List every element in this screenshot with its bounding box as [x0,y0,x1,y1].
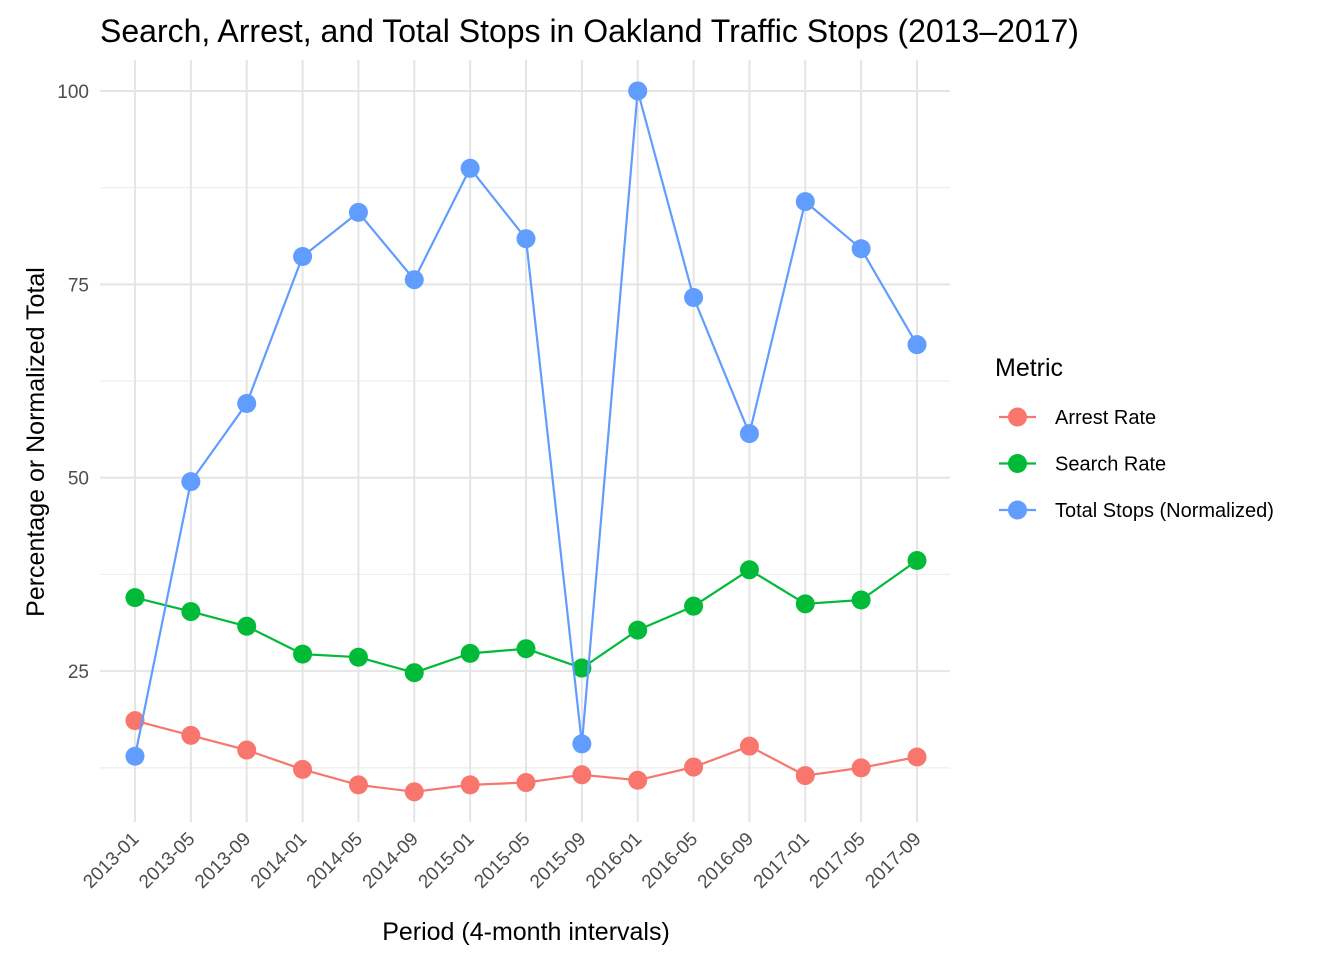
y-axis-title: Percentage or Normalized Total [22,267,50,617]
x-tick-label: 2016-09 [694,829,758,893]
data-point [628,620,648,640]
legend-title: Metric [995,354,1063,382]
data-point [739,560,759,580]
x-tick-label: 2017-01 [750,829,814,893]
y-axis-ticks: 25 50 75 100 [57,82,89,683]
series-0 [125,711,927,802]
data-point [348,202,368,222]
legend-key-point [1008,407,1027,427]
data-point [516,773,536,793]
series-layer [125,81,927,802]
y-tick-label: 100 [57,82,89,103]
data-point [684,757,704,777]
data-point [572,734,592,754]
x-tick-label: 2016-05 [638,829,702,893]
x-tick-label: 2013-05 [135,829,199,893]
data-point [851,239,871,259]
x-tick-label: 2014-01 [247,829,311,893]
data-point [684,287,704,307]
y-tick-label: 25 [68,662,89,683]
data-point [628,81,648,101]
data-point [907,335,927,355]
legend-label: Search Rate [1055,454,1166,476]
legend-item: Search Rate [999,454,1166,476]
x-tick-label: 2017-09 [861,829,925,893]
data-point [851,590,871,610]
legend: Metric Arrest Rate Search Rate Total Stops… [995,354,1274,522]
x-tick-label: 2013-09 [191,829,255,893]
data-point [293,759,313,779]
data-point [739,424,759,444]
data-point [125,588,145,608]
data-point [293,246,313,266]
x-tick-label: 2013-01 [79,829,143,893]
x-axis-ticks: 2013-012013-052013-092014-012014-052014-… [79,829,925,893]
series-2 [125,81,927,766]
data-point [181,602,201,622]
chart-title: Search, Arrest, and Total Stops in Oakla… [100,13,1079,49]
data-point [125,746,145,766]
x-tick-label: 2015-09 [526,829,590,893]
legend-key-point [1008,454,1027,473]
data-point [293,644,313,664]
legend-item: Arrest Rate [999,407,1156,429]
data-point [237,393,257,413]
data-point [237,616,257,636]
x-tick-label: 2014-09 [359,829,423,893]
data-point [516,229,536,249]
data-point [460,643,480,663]
x-axis-title: Period (4-month intervals) [382,918,670,946]
data-point [739,736,759,756]
data-point [237,740,257,760]
data-point [572,765,592,785]
data-point [460,158,480,178]
data-point [404,663,424,683]
data-point [460,775,480,795]
data-point [181,725,201,745]
data-point [572,658,592,678]
data-point [348,647,368,667]
data-point [795,192,815,212]
legend-item: Total Stops (Normalized) [999,500,1274,522]
data-point [404,782,424,802]
data-point [181,472,201,492]
x-tick-label: 2017-05 [806,829,870,893]
legend-label: Arrest Rate [1055,407,1156,429]
x-tick-label: 2015-01 [415,829,479,893]
legend-key-point [1008,500,1027,520]
grid [100,60,950,822]
data-point [684,596,704,616]
data-point [125,711,145,731]
x-tick-label: 2016-01 [582,829,646,893]
series-1 [125,551,927,683]
y-tick-label: 50 [68,469,89,490]
x-tick-label: 2015-05 [470,829,534,893]
data-point [795,766,815,786]
data-point [907,551,927,571]
y-tick-label: 75 [68,275,89,296]
x-tick-label: 2014-05 [303,829,367,893]
legend-label: Total Stops (Normalized) [1055,500,1274,522]
data-point [851,758,871,778]
data-point [907,747,927,767]
data-point [348,775,368,795]
data-point [516,639,536,659]
data-point [628,770,648,790]
data-point [795,594,815,614]
data-point [404,270,424,290]
